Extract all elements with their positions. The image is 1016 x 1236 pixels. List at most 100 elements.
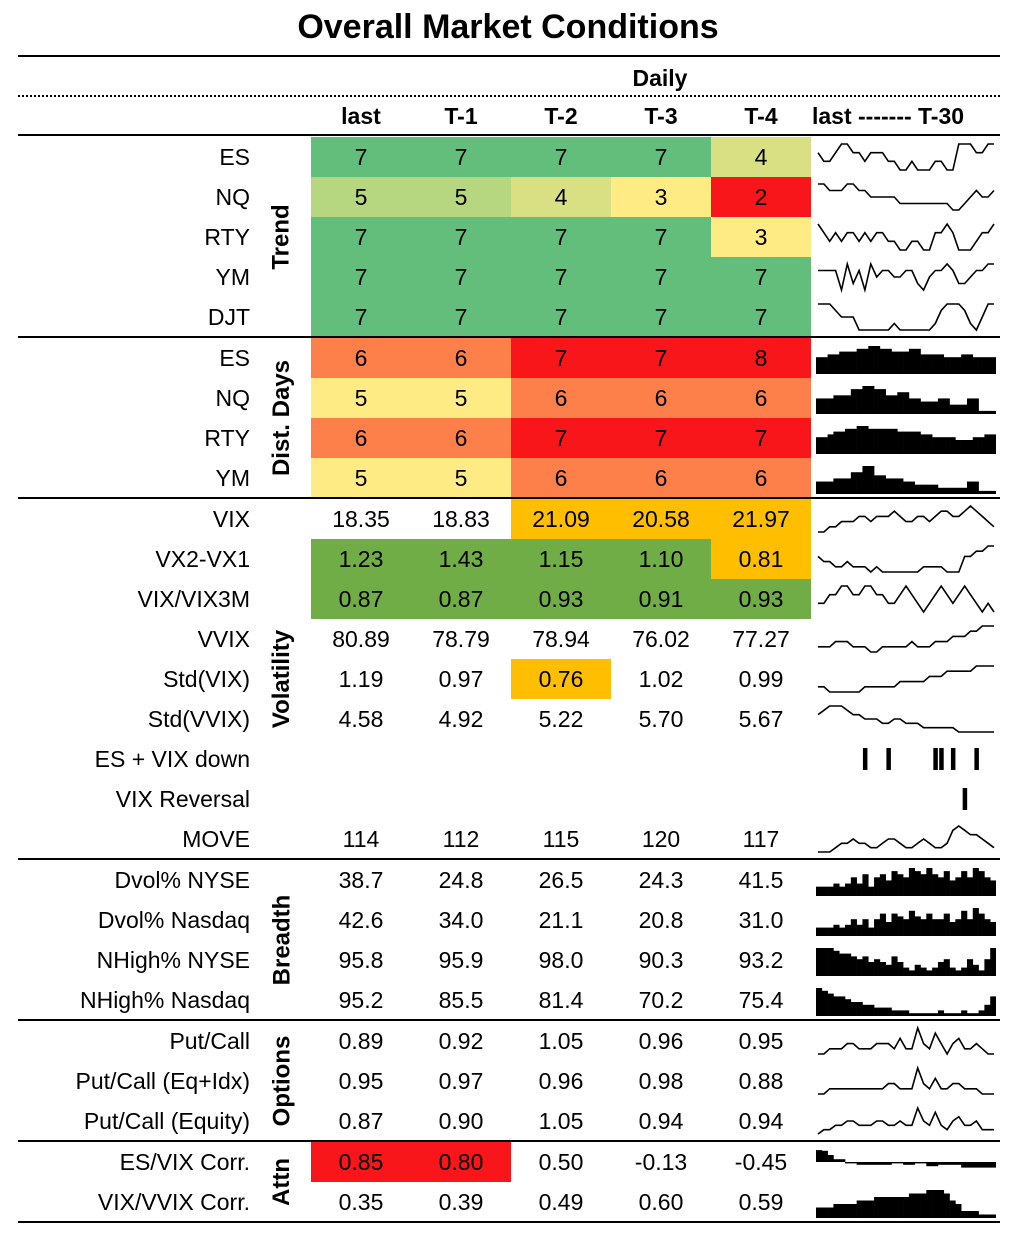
value-cell: 0.76 [511,659,611,699]
value-cell: 1.10 [611,539,711,579]
sparkline-bar [908,1162,916,1165]
sparkline-bar [966,959,974,976]
sparkline [818,303,994,332]
sparkline [818,665,994,693]
sparkline-bar [874,1197,881,1218]
sparkline-bar [903,967,910,976]
sparkline-bar [966,354,974,374]
sparkline-bar [990,996,996,1016]
sparkline-event [974,748,979,770]
sparkline-bar [908,398,916,414]
value-cell: 21.97 [711,499,811,539]
sparkline-bar [955,487,962,494]
sparkline-bar [908,910,916,936]
sparkline-bar [816,1207,823,1218]
sparkline-bar [961,1162,968,1168]
sparkline-bar [903,481,910,494]
sparkline-cell [816,1021,996,1061]
sparkline-bar [978,1010,985,1016]
row-label: VX2-VX1 [155,546,250,572]
sparkline-bar [897,1162,904,1164]
sparkline-bar [868,886,875,896]
sparkline-bar [966,481,974,494]
sparkline-bar [903,392,910,414]
value-cell: 0.50 [538,1149,584,1175]
value-cell: 7 [711,418,811,458]
value-cell: 93.2 [738,947,784,973]
value-cell: 21.09 [511,499,611,539]
value-cell: 7 [311,217,411,257]
section-rule [18,1019,1000,1021]
sparkline-bar [879,962,886,976]
sparkline [818,1025,994,1056]
sparkline-bar [868,1200,875,1218]
section-rule [18,497,1000,499]
value-cell: 0.88 [738,1068,784,1094]
sparkline-bar [972,481,979,494]
sparkline-bar [897,1197,904,1218]
sparkline-bar [839,996,846,1016]
sparkline-bar [943,871,950,896]
sparkline-bar [920,967,927,976]
row-label: VIX Reversal [115,786,250,812]
sparkline-bar [816,948,823,976]
sparkline-bar [879,389,886,414]
value-cell: 0.81 [711,539,811,579]
sparkline-bar [955,877,962,896]
sparkline-bar [926,484,933,494]
value-cell: 5 [411,458,511,498]
sparkline-bar [972,357,979,374]
sparkline-bar [903,1010,910,1016]
sparkline-bar [961,1211,968,1218]
sparkline-bar [908,348,916,374]
sparkline-bar [978,357,985,374]
value-cell: 7 [411,217,511,257]
value-cell: 7 [611,297,711,337]
sparkline-bar [932,401,939,414]
sparkline-bar [955,440,962,454]
sparkline-cell [816,900,996,940]
sparkline-cell [816,1061,996,1101]
value-cell: -0.13 [634,1149,688,1175]
row-label: Std(VIX) [163,666,250,692]
row-label: VIX/VIX3M [137,586,250,612]
value-cell [311,779,411,819]
value-cell: 98.0 [538,947,584,973]
sparkline-bar [966,440,974,454]
sparkline-bar [984,959,991,976]
sparkline-bar [862,348,869,374]
value-cell: 20.58 [611,499,711,539]
sparkline-bar [955,357,962,374]
sparkline-bar [926,1162,933,1167]
row-label: Put/Call [169,1028,250,1054]
sparkline-line [818,625,994,653]
sparkline-cell [816,378,996,418]
sparkline-bar [932,354,939,374]
sparkline-bar [961,1010,968,1016]
sparkline-bar [984,1214,991,1218]
sparkline-bar [845,1204,852,1218]
sparkline-bar [856,924,863,936]
value-cell: 5.70 [638,706,684,732]
sparkline-line [818,504,995,533]
sparkline-bar [926,1013,933,1016]
sparkline-bar [827,886,834,896]
sparkline-bar [914,871,921,896]
sparkline-bar [984,1004,991,1016]
sparkline-bar [949,487,956,494]
sparkline-bar [943,1193,950,1218]
row-label: NQ [215,184,251,210]
title-rule [18,55,1000,57]
value-cell: 42.6 [338,907,384,933]
sparkline-cell [816,418,996,458]
sparkline-bar [908,1013,916,1016]
sparkline-bar [903,1197,910,1218]
sparkline-bar [891,871,898,896]
value-cell: 0.35 [338,1189,384,1215]
sparkline-line [817,222,995,251]
value-cell: 0.87 [338,1108,384,1134]
sparkline-cell [816,739,996,779]
sparkline-cell [816,699,996,739]
row-label: ES [219,144,250,170]
value-cell [311,739,411,779]
